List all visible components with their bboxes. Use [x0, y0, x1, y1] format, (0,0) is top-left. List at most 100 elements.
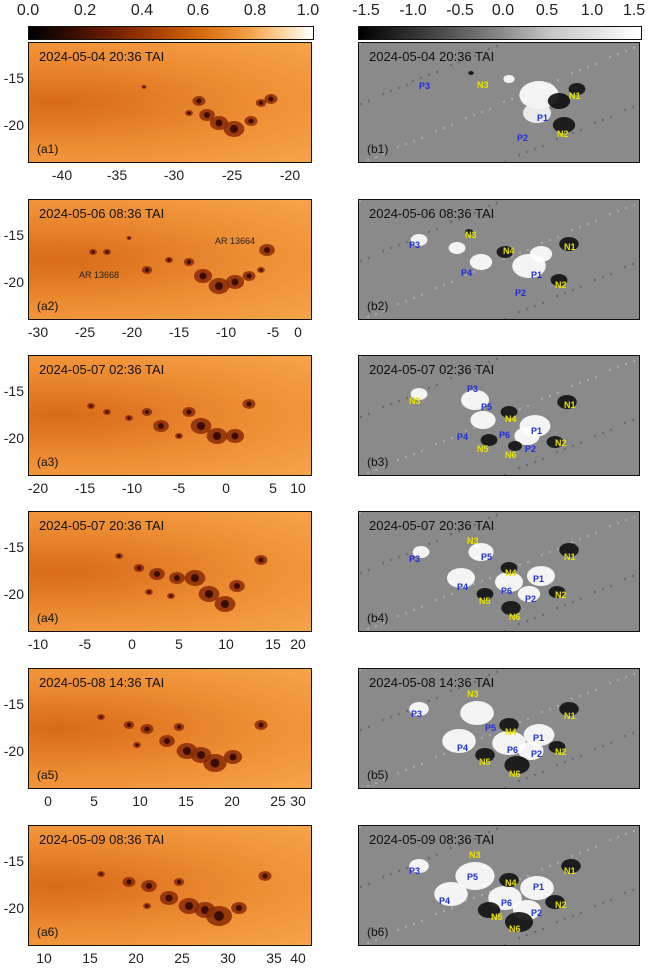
active-region-label: AR 13664	[215, 236, 256, 246]
field-speckle	[366, 315, 370, 319]
field-speckle	[594, 62, 598, 66]
x-tick-label: -10	[27, 636, 49, 652]
panel-tag: (b6)	[367, 925, 389, 939]
polarity-label: P5	[485, 723, 497, 733]
field-speckle	[631, 105, 635, 109]
field-speckle	[533, 773, 537, 777]
field-speckle	[450, 906, 454, 910]
field-speckle	[465, 840, 469, 844]
field-speckle	[570, 697, 574, 701]
field-speckle	[449, 532, 453, 536]
field-speckle	[405, 240, 409, 244]
field-speckle	[533, 930, 537, 934]
field-speckle	[488, 576, 492, 580]
panel-tag: (a3)	[37, 455, 59, 469]
polarity-label: P1	[533, 882, 545, 892]
polarity-label: P6	[501, 586, 513, 596]
negative-polarity-patch	[559, 237, 579, 251]
field-speckle	[367, 725, 371, 729]
x-tick-label: 0	[128, 636, 136, 652]
field-speckle	[404, 611, 408, 615]
field-speckle	[548, 707, 552, 711]
field-speckle	[427, 386, 431, 390]
field-speckle	[442, 126, 446, 130]
field-speckle	[457, 529, 461, 533]
field-speckle	[586, 534, 590, 538]
field-speckle	[525, 619, 529, 623]
field-speckle	[578, 68, 582, 72]
field-speckle	[397, 712, 401, 716]
field-speckle	[570, 228, 574, 232]
panel-tag: (a2)	[37, 299, 59, 313]
sunspot-umbra	[258, 557, 264, 563]
field-speckle	[472, 896, 476, 900]
field-speckle	[632, 46, 636, 50]
field-speckle	[608, 838, 612, 842]
negative-polarity-patch	[468, 71, 474, 75]
x-tick-label: -35	[106, 167, 128, 183]
negative-polarity-patch	[559, 543, 579, 557]
field-speckle	[632, 829, 636, 833]
sunspot-umbra	[99, 715, 103, 719]
sunspot-umbra	[221, 600, 229, 608]
field-speckle	[517, 936, 521, 940]
field-speckle	[571, 131, 575, 135]
sunspot-features	[97, 871, 272, 926]
field-speckle	[412, 765, 416, 769]
field-speckle	[624, 832, 628, 836]
negative-polarity-patch	[552, 117, 576, 133]
sunspot-umbra	[230, 125, 238, 133]
polarity-label: N3	[465, 230, 477, 240]
field-speckle	[396, 302, 400, 306]
polarity-label: P4	[457, 432, 469, 442]
polarity-label: P2	[525, 594, 537, 604]
positive-polarity-patch	[518, 742, 544, 760]
sunspot-features	[87, 399, 256, 444]
x-tick-label: 30	[290, 793, 306, 809]
negative-polarity-patch	[568, 83, 586, 95]
panel-tag: (b5)	[367, 768, 389, 782]
field-speckle	[593, 904, 597, 908]
intensity-panel: 2024-05-06 08:36 TAI (a2) AR 13664 AR 13668	[28, 199, 312, 320]
field-speckle	[359, 728, 363, 732]
field-speckle	[503, 629, 507, 631]
sunspot-umbra	[135, 743, 139, 747]
field-speckle	[586, 848, 590, 852]
field-speckle	[427, 542, 431, 546]
field-speckle	[517, 622, 521, 626]
field-speckle	[464, 116, 468, 120]
field-speckle	[533, 147, 537, 151]
sunspot-umbra	[197, 422, 205, 430]
sunspot-umbra	[164, 738, 170, 744]
polarity-label: N2	[555, 900, 567, 910]
sunspot-umbra	[246, 401, 252, 407]
field-speckle	[449, 220, 453, 224]
positive-polarity-patch	[409, 859, 429, 873]
field-speckle	[359, 200, 362, 203]
field-speckle	[632, 203, 636, 207]
magnetogram-panel: 2024-05-09 08:36 TAI (b6) N3 N1 P3 P5 N4 P1 P4 P6…	[358, 825, 640, 946]
field-speckle	[442, 909, 446, 913]
field-speckle	[541, 613, 545, 617]
field-speckle	[412, 608, 416, 612]
field-speckle	[624, 206, 628, 210]
x-tick-label: -40	[51, 167, 73, 183]
field-speckle	[427, 699, 431, 703]
field-speckle	[503, 160, 507, 162]
field-speckle	[609, 898, 613, 902]
field-speckle	[465, 683, 469, 687]
panel-timestamp: 2024-05-09 08:36 TAI	[369, 832, 495, 847]
polarity-label: N1	[564, 242, 576, 252]
panel-timestamp: 2024-05-04 20:36 TAI	[39, 49, 165, 64]
sunspot-umbra	[231, 432, 239, 440]
field-speckle	[579, 441, 583, 445]
field-speckle	[563, 760, 567, 764]
x-tick-labels: 10 15 20 25 30 35 40	[28, 950, 312, 966]
positive-polarity-patch	[409, 702, 429, 716]
field-speckle	[555, 920, 559, 924]
intensity-tick: 0.8	[243, 2, 267, 19]
field-speckle	[473, 837, 477, 841]
panel-timestamp: 2024-05-08 14:36 TAI	[39, 675, 165, 690]
field-speckle	[570, 540, 574, 544]
field-speckle	[517, 153, 521, 157]
